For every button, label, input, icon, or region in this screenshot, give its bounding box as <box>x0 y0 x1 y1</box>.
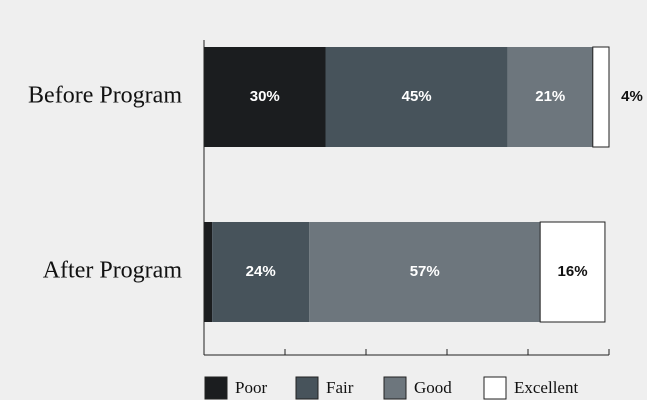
bar-segment <box>309 222 541 322</box>
value-label: 16% <box>558 263 588 280</box>
category-label: Before Program <box>28 83 182 109</box>
value-label: 57% <box>410 263 440 280</box>
bar-segment <box>204 47 326 147</box>
value-label: 45% <box>402 88 432 105</box>
legend-swatch <box>483 376 507 400</box>
bar-segment <box>592 46 610 148</box>
category-label: After Program <box>43 258 183 284</box>
legend-swatch <box>204 376 228 400</box>
legend-label: Poor <box>235 378 267 397</box>
legend-swatch <box>295 376 319 400</box>
bar-segment <box>204 222 213 322</box>
value-label: 30% <box>250 88 280 105</box>
bar-segment <box>507 47 593 147</box>
bar-segment <box>212 222 310 322</box>
legend-label: Good <box>414 378 452 397</box>
bar-segment <box>325 47 508 147</box>
value-label: 4% <box>621 88 643 105</box>
legend-swatch <box>383 376 407 400</box>
value-label: 24% <box>246 263 276 280</box>
legend-label: Excellent <box>514 378 578 397</box>
value-label: 21% <box>535 88 565 105</box>
bar-segment <box>539 221 606 323</box>
legend-label: Fair <box>326 378 354 397</box>
